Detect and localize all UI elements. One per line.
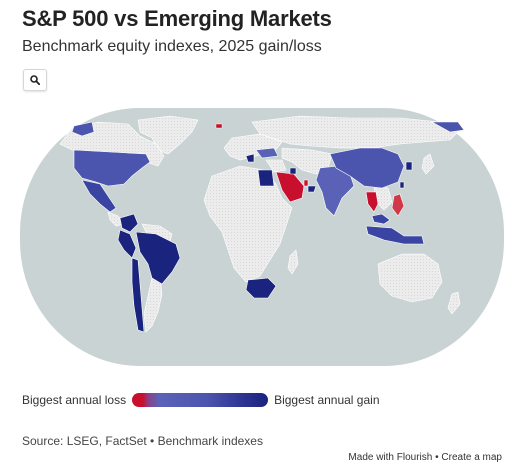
region-russia[interactable] (251, 115, 461, 149)
region-united-states[interactable] (73, 149, 151, 187)
region-kuwait[interactable] (289, 167, 297, 175)
region-china[interactable] (329, 147, 405, 189)
region-australia[interactable] (377, 253, 443, 303)
chart-title: S&P 500 vs Emerging Markets (22, 6, 332, 31)
legend-max-label: Biggest annual gain (274, 393, 380, 407)
color-legend: Biggest annual loss Biggest annual gain (22, 392, 380, 408)
world-map[interactable] (20, 108, 504, 366)
region-turkey[interactable] (255, 147, 279, 159)
region-colombia[interactable] (119, 213, 139, 233)
region-greenland[interactable] (137, 115, 199, 155)
search-icon (30, 75, 40, 85)
map-svg (20, 108, 504, 366)
chart-subtitle: Benchmark equity indexes, 2025 gain/loss (22, 38, 322, 55)
legend-min-label: Biggest annual loss (22, 393, 127, 407)
flourish-credit-link[interactable]: Made with Flourish • Create a map (348, 452, 502, 463)
region-uae[interactable] (307, 185, 317, 193)
region-south-korea[interactable] (405, 161, 413, 171)
legend-gradient-bar (132, 393, 269, 407)
region-chile[interactable] (131, 257, 145, 333)
region-north-island[interactable] (215, 123, 223, 129)
region-philippines[interactable] (391, 193, 405, 217)
region-taiwan[interactable] (399, 181, 405, 189)
region-mexico[interactable] (81, 179, 117, 213)
region-greece[interactable] (245, 153, 255, 163)
region-new-zealand[interactable] (447, 291, 461, 315)
region-middle-east-other[interactable] (265, 159, 287, 173)
region-alaska[interactable] (71, 121, 95, 137)
region-central-america[interactable] (107, 211, 125, 227)
region-egypt[interactable] (257, 169, 275, 187)
region-south-africa[interactable] (245, 277, 277, 299)
region-japan[interactable] (421, 153, 435, 175)
region-thailand[interactable] (365, 191, 379, 213)
region-madagascar[interactable] (287, 249, 299, 275)
region-far-east[interactable] (430, 121, 465, 133)
region-indonesia[interactable] (365, 225, 425, 245)
source-note: Source: LSEG, FactSet • Benchmark indexe… (22, 434, 263, 448)
region-brazil[interactable] (135, 231, 181, 285)
search-button[interactable] (23, 69, 47, 91)
region-malaysia[interactable] (371, 213, 391, 225)
region-qatar[interactable] (303, 179, 309, 187)
region-central-asia[interactable] (281, 147, 333, 175)
